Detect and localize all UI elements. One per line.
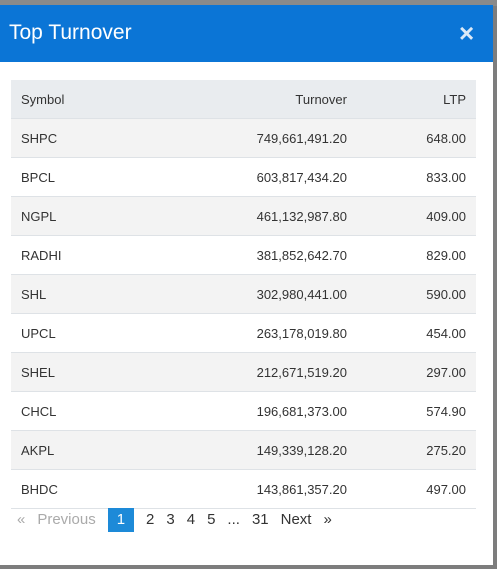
table-cell: SHEL [11, 352, 138, 392]
table-cell: 302,980,441.00 [137, 274, 357, 314]
pagination: « Previous 1 2 3 4 5... 31 Next » [11, 508, 338, 532]
table-row: NGPL 461,132,987.80 409.00 [11, 196, 476, 236]
close-button[interactable]: × [459, 18, 475, 48]
column-header: LTP [356, 80, 476, 119]
modal-header: Top Turnover × [0, 5, 493, 62]
column-header: Symbol [11, 80, 138, 119]
table-row: AKPL 149,339,128.20 275.20 [11, 430, 476, 470]
table-cell: RADHI [11, 235, 138, 275]
table-cell: 590.00 [356, 274, 476, 314]
table-row: CHCL 196,681,373.00 574.90 [11, 391, 476, 431]
column-header: Turnover [137, 80, 357, 119]
table-cell: 263,178,019.80 [137, 313, 357, 353]
table-row: SHEL 212,671,519.20 297.00 [11, 352, 476, 392]
page-link[interactable]: 2 [146, 511, 155, 528]
table-row: SHPC 749,661,491.20 648.00 [11, 118, 476, 158]
table-cell: CHCL [11, 391, 138, 431]
table-cell: BHDC [11, 469, 138, 509]
table-cell: 749,661,491.20 [137, 118, 357, 158]
page-link[interactable]: 3 [166, 511, 175, 528]
table-cell: 409.00 [356, 196, 476, 236]
table-cell: 497.00 [356, 469, 476, 509]
table-cell: 297.00 [356, 352, 476, 392]
table-cell: 461,132,987.80 [137, 196, 357, 236]
table-cell: 212,671,519.20 [137, 352, 357, 392]
table-cell: 829.00 [356, 235, 476, 275]
table-cell: NGPL [11, 196, 138, 236]
table-row: UPCL 263,178,019.80 454.00 [11, 313, 476, 353]
page-link: 1 [107, 508, 135, 532]
table-cell: SHPC [11, 118, 138, 158]
table-cell: 648.00 [356, 118, 476, 158]
table-cell: 275.20 [356, 430, 476, 470]
header-row: Symbol Turnover LTP [11, 80, 476, 119]
table-row: BHDC 143,861,357.20 497.00 [11, 469, 476, 509]
first-page: « [17, 511, 26, 528]
previous-page: Previous [37, 511, 96, 528]
page-link[interactable]: 5 [207, 511, 216, 528]
turnover-table: Symbol Turnover LTP SHPC 749,661,491.20 648.… [11, 80, 476, 509]
table-cell: 603,817,434.20 [137, 157, 357, 197]
table-cell: 454.00 [356, 313, 476, 353]
table-row: RADHI 381,852,642.70 829.00 [11, 235, 476, 275]
page-link[interactable]: ... [227, 511, 240, 528]
table-cell: 143,861,357.20 [137, 469, 357, 509]
table-cell: UPCL [11, 313, 138, 353]
last-page[interactable]: » [323, 511, 332, 528]
table-cell: 574.90 [356, 391, 476, 431]
table-cell: 833.00 [356, 157, 476, 197]
table-cell: BPCL [11, 157, 138, 197]
next-page[interactable]: Next [280, 511, 312, 528]
table-cell: 149,339,128.20 [137, 430, 357, 470]
table-cell: SHL [11, 274, 138, 314]
table-cell: AKPL [11, 430, 138, 470]
modal: Top Turnover × Symbol Turnover LTP SHPC 749… [0, 5, 493, 565]
page-link[interactable]: 4 [186, 511, 196, 528]
table-row: BPCL 603,817,434.20 833.00 [11, 157, 476, 197]
backdrop [0, 0, 497, 6]
table-cell: 381,852,642.70 [137, 235, 357, 275]
modal-title: Top Turnover [9, 21, 132, 44]
page-link[interactable]: 31 [251, 511, 269, 528]
table-row: SHL 302,980,441.00 590.00 [11, 274, 476, 314]
table-cell: 196,681,373.00 [137, 391, 357, 431]
